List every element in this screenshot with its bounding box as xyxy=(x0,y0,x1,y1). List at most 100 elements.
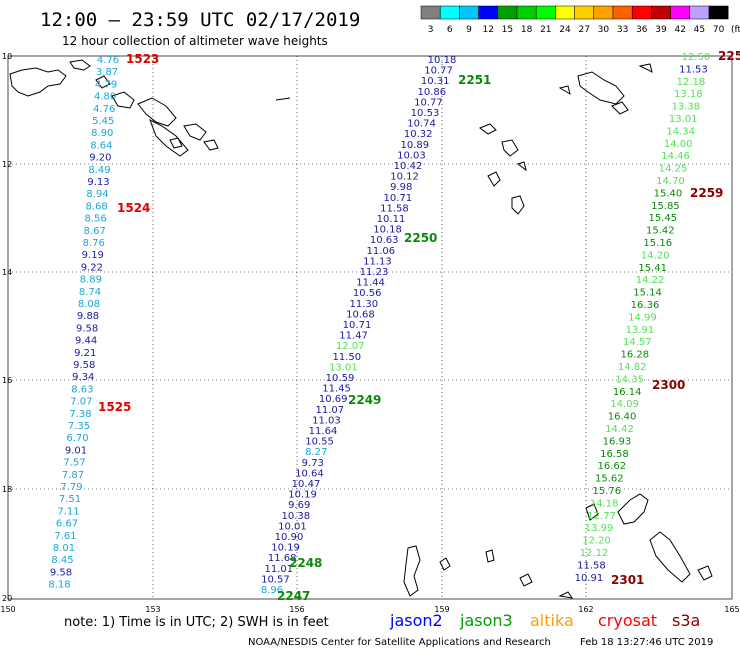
swh-value: 11.58 xyxy=(380,203,409,214)
island-outline xyxy=(617,493,649,525)
island-outline xyxy=(203,139,219,151)
swh-value: 7.11 xyxy=(57,506,79,517)
island-outline xyxy=(611,101,629,115)
island-outline xyxy=(169,137,183,149)
map-frame xyxy=(7,55,733,600)
swh-value: 10.91 xyxy=(575,573,604,584)
swh-value: 9.22 xyxy=(81,262,103,273)
scale-label: 42 xyxy=(674,25,685,35)
swh-value: 8.49 xyxy=(88,165,110,176)
swh-value: 9.20 xyxy=(89,153,111,164)
swh-value: 10.38 xyxy=(281,511,310,522)
scale-swatch xyxy=(708,5,729,20)
swh-value: 13.38 xyxy=(671,102,700,113)
swh-value: 7.07 xyxy=(70,397,92,408)
swh-value: 7.79 xyxy=(60,482,82,493)
swh-value: 14.22 xyxy=(636,275,665,286)
swh-value: 10.11 xyxy=(377,214,406,225)
scale-label: 27 xyxy=(578,25,589,35)
island-outline xyxy=(558,591,574,599)
swh-value: 10.56 xyxy=(353,288,382,299)
island-outline xyxy=(577,71,625,105)
scale-label: 39 xyxy=(655,25,667,35)
swh-value: 8.63 xyxy=(71,384,93,395)
axis-labels: 150 153 156 159 162 165 10 12 14 16 18 20 xyxy=(0,52,739,614)
swh-value: 14.46 xyxy=(661,151,690,162)
swh-value: 14.57 xyxy=(623,337,652,348)
swh-value: 9.21 xyxy=(74,348,96,359)
swh-value: 3.87 xyxy=(96,67,118,78)
scale-label: 6 xyxy=(447,25,453,35)
swh-value: 10.90 xyxy=(275,532,304,543)
swh-value: 16.28 xyxy=(620,350,649,361)
island-outline xyxy=(439,557,451,571)
legend-jason2: jason2 xyxy=(389,611,443,630)
pass-time-label: 2247 xyxy=(277,589,310,603)
island-outline xyxy=(501,139,519,157)
scale-swatch xyxy=(689,5,710,20)
swh-value: 8.45 xyxy=(51,555,73,566)
satellite-legend: jason2 jason3 altika cryosat s3a xyxy=(389,611,700,630)
swh-value: 16.62 xyxy=(598,461,627,472)
island-outline xyxy=(95,75,111,89)
scale-label: 3 xyxy=(428,25,434,35)
swh-value: 11.06 xyxy=(366,246,395,257)
swh-value: 8.27 xyxy=(305,447,327,458)
swh-value: 14.82 xyxy=(618,362,647,373)
track-values: 4.763.874.794.804.765.458.908.649.208.49… xyxy=(48,52,710,596)
swh-value: 10.19 xyxy=(271,543,300,554)
swh-value: 9.98 xyxy=(390,182,412,193)
swh-value: 7.35 xyxy=(68,421,90,432)
pass-time-label: 225 xyxy=(718,49,740,63)
scale-swatch xyxy=(459,5,479,20)
swh-value: 10.42 xyxy=(394,161,423,172)
pass-time-label: 1523 xyxy=(126,52,159,66)
swh-value: 10.77 xyxy=(414,97,443,108)
swh-value: 13.99 xyxy=(585,523,614,534)
swh-value: 13.01 xyxy=(669,114,698,125)
island-outline xyxy=(487,171,501,187)
swh-value: 10.68 xyxy=(346,309,375,320)
scale-swatch xyxy=(516,5,537,20)
swh-value: 15.42 xyxy=(646,226,675,237)
island-outline xyxy=(9,67,67,97)
map-title: 12:00 – 23:59 UTC 02/17/2019 xyxy=(40,9,360,31)
island-outline xyxy=(403,545,421,597)
swh-value: 10.18 xyxy=(428,55,457,66)
longitude-label: 150 xyxy=(0,605,15,614)
swh-value: 8.64 xyxy=(90,140,112,151)
swh-value: 10.32 xyxy=(404,129,433,140)
pass-time-label: 2251 xyxy=(458,73,491,87)
pass-time-label: 2250 xyxy=(404,231,437,245)
swh-value: 11.47 xyxy=(339,331,368,342)
swh-value: 8.68 xyxy=(85,201,107,212)
swh-value: 10.57 xyxy=(261,574,290,585)
swh-value: 11.03 xyxy=(312,415,341,426)
swh-value: 10.74 xyxy=(407,119,436,130)
swh-value: 11.50 xyxy=(332,352,361,363)
swh-value: 15.40 xyxy=(654,188,683,199)
island-outline xyxy=(149,118,189,157)
swh-value: 10.01 xyxy=(278,521,307,532)
swh-value: 10.12 xyxy=(390,172,419,183)
swh-value: 5.45 xyxy=(92,116,114,127)
swh-value: 8.56 xyxy=(85,214,107,225)
scale-label: 21 xyxy=(540,25,551,35)
swh-value: 10.47 xyxy=(292,479,321,490)
swh-value: 10.71 xyxy=(343,320,372,331)
swh-value: 15.45 xyxy=(649,213,678,224)
swh-value: 10.64 xyxy=(295,468,324,479)
swh-value: 10.53 xyxy=(411,108,440,119)
swh-value: 7.87 xyxy=(62,470,84,481)
swh-value: 9.34 xyxy=(72,372,94,383)
scale-swatch xyxy=(535,5,556,20)
island-outline xyxy=(519,573,533,587)
swh-value: 10.69 xyxy=(319,394,348,405)
footer-timestamp: Feb 18 13:27:46 UTC 2019 xyxy=(580,637,713,648)
pass-time-label: 2248 xyxy=(289,556,322,570)
swh-value: 6.70 xyxy=(66,433,88,444)
swh-value: 10.86 xyxy=(417,87,446,98)
time-labels: 1523 1524 1525 2251 2250 2249 2248 2247 225 2259 2… xyxy=(98,49,740,603)
scale-label: 9 xyxy=(466,25,472,35)
